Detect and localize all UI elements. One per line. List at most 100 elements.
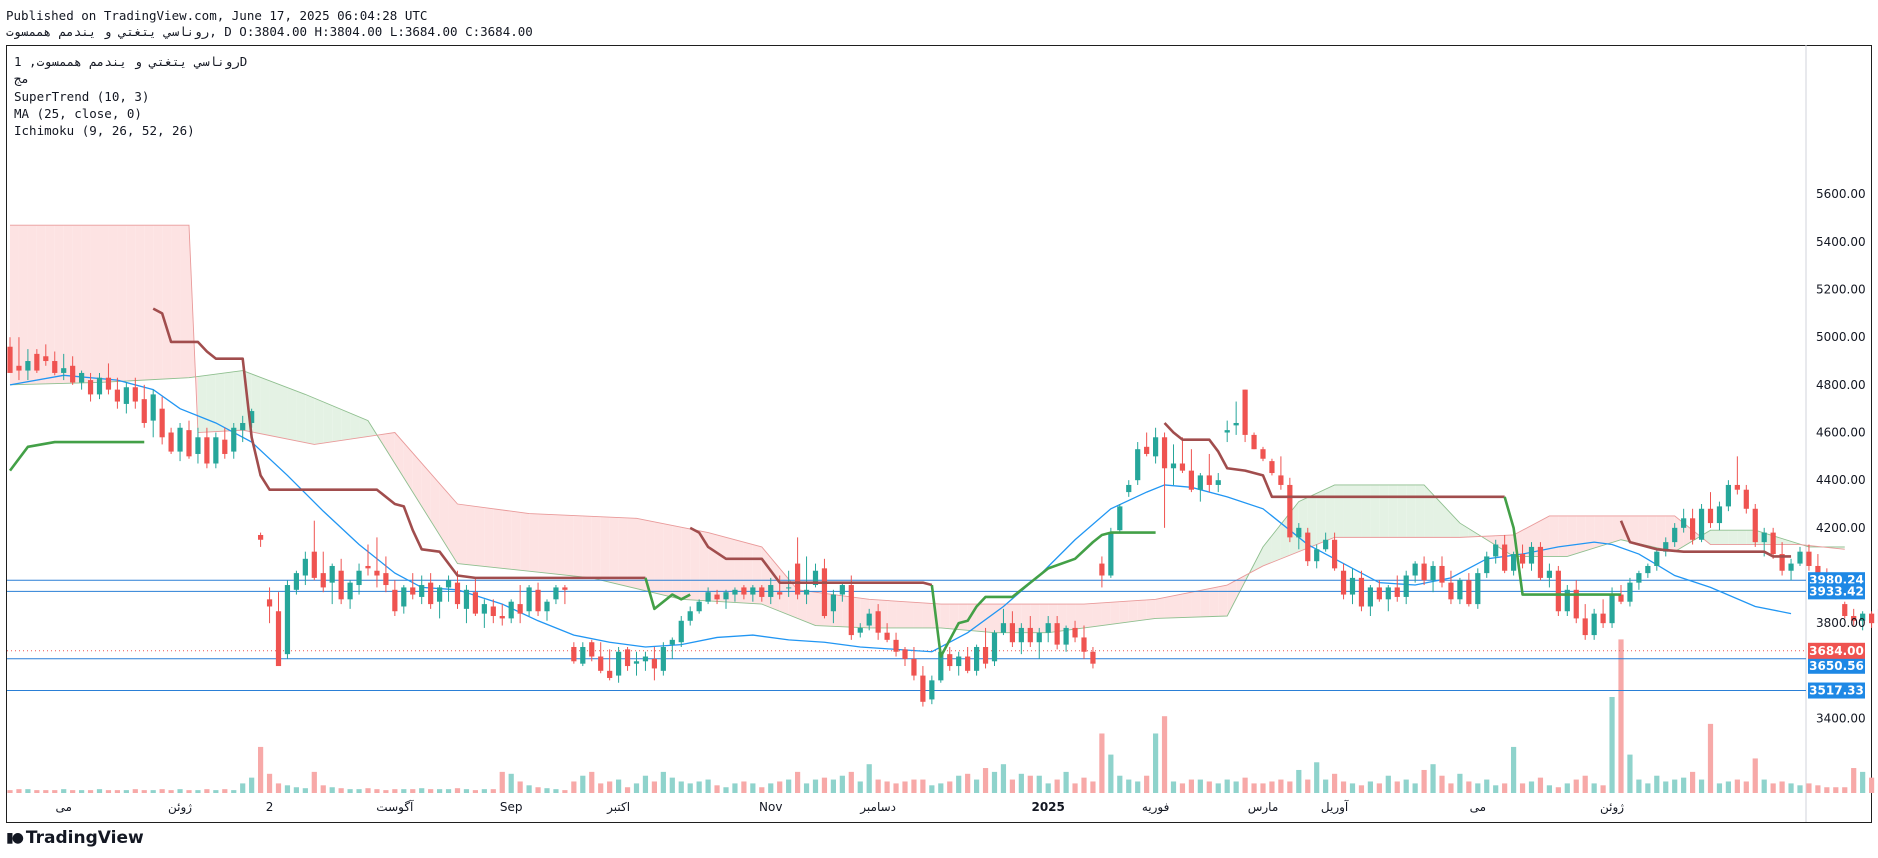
candle-body — [463, 589, 470, 609]
candles — [7, 337, 1878, 707]
candle-body — [1144, 446, 1150, 454]
price-axis[interactable]: 5600.00 5400.00 5200.00 5000.00 4800.00 4600.… — [1816, 187, 1866, 725]
candle-body — [123, 387, 129, 404]
cloud-fill — [1450, 513, 1460, 538]
candle-body — [893, 639, 899, 652]
candle-body — [1367, 587, 1373, 607]
candle-body — [1448, 582, 1454, 600]
supertrend-up-segment — [644, 577, 691, 611]
candle-body — [696, 601, 702, 612]
volume-bar — [437, 789, 443, 793]
volume-bar — [401, 789, 407, 793]
volume-bar — [526, 785, 532, 793]
cloud-fill — [54, 225, 64, 384]
volume-bar — [1242, 777, 1248, 793]
candle-body — [1707, 508, 1714, 524]
time-tick-label: می — [1470, 800, 1486, 814]
cloud-fill — [1218, 585, 1228, 617]
candle-body — [1806, 551, 1812, 566]
candle-body — [875, 611, 881, 633]
volume-bar — [1582, 775, 1588, 793]
candle-body — [821, 568, 828, 617]
candle-body — [607, 670, 613, 678]
candle-body — [920, 675, 926, 702]
volume-bar — [275, 783, 282, 793]
volume-bar — [1153, 733, 1159, 793]
candle-body — [508, 601, 514, 619]
volume-bar — [1448, 783, 1454, 793]
candle-body — [830, 594, 836, 612]
tradingview-brand[interactable]: ▮● TradingView — [6, 828, 144, 848]
volume-bar — [311, 771, 317, 793]
candle-body — [1054, 623, 1060, 645]
candle-body — [1591, 613, 1597, 636]
cloud-fill — [63, 225, 73, 384]
candle-body — [7, 346, 13, 373]
candle-body — [768, 585, 774, 597]
candle-body — [302, 558, 308, 576]
cloud-fill — [1316, 489, 1326, 545]
cloud-fill — [403, 442, 413, 493]
volume-bar — [1144, 775, 1150, 793]
volume-bar — [1860, 771, 1866, 793]
volume-bar — [365, 788, 371, 793]
legend-ichimoku[interactable]: Ichimoku (9, 26, 52, 26) — [14, 123, 195, 138]
legend-ma[interactable]: MA (25, close, 0) — [14, 106, 142, 121]
cloud-fill — [144, 225, 154, 381]
legend-symbol[interactable]: روناسي يتغتي و يندمم هممسوت, 1D — [14, 54, 248, 69]
candle-body — [1269, 461, 1275, 474]
cloud-fill — [278, 384, 288, 440]
volume-bar — [1681, 777, 1687, 793]
cloud-fill — [1155, 597, 1165, 619]
cloud-fill — [341, 409, 351, 441]
candle-body — [795, 563, 801, 595]
cloud-fill — [645, 520, 655, 593]
cloud-fill — [332, 405, 342, 442]
candle-body — [1332, 539, 1338, 569]
volume-bar — [1090, 781, 1096, 793]
volume-bar — [472, 790, 478, 793]
candle-body — [947, 654, 953, 667]
volume-bar — [1511, 746, 1517, 793]
candle-body — [1654, 551, 1660, 566]
legend-supertrend[interactable]: SuperTrend (10, 3) — [14, 89, 150, 104]
cloud-fill — [1370, 484, 1380, 538]
cloud-fill — [905, 601, 914, 628]
cloud-fill — [1254, 546, 1263, 571]
volume-bar — [687, 783, 693, 793]
cloud-fill — [547, 514, 556, 575]
candle-body — [499, 616, 505, 619]
volume-bar — [1305, 779, 1311, 793]
volume-bar — [61, 789, 67, 793]
candle-body — [1493, 544, 1499, 557]
time-axis[interactable]: می ژوئن 2 آگوست Sep اکتبر Nov دسامبر 2025 فوریه ما… — [55, 799, 1624, 815]
candle-body — [1475, 573, 1481, 605]
volume-bar — [911, 779, 917, 793]
candle-body — [1564, 589, 1570, 612]
volume-bar — [329, 787, 335, 793]
cloud-fill — [1119, 601, 1129, 624]
candle-body — [374, 570, 380, 576]
cloud-fill — [251, 373, 261, 434]
time-tick-label: اکتبر — [606, 800, 630, 815]
candle-body — [1090, 651, 1096, 664]
volume-bar — [1537, 777, 1544, 793]
chart-frame[interactable] — [6, 45, 1872, 823]
candle-body — [1636, 573, 1642, 583]
volume-bar — [1081, 777, 1087, 793]
legend-exchange: مج — [14, 71, 30, 86]
volume-bar — [1161, 716, 1168, 793]
price-tag-label: 3517.33 — [1809, 684, 1864, 698]
cloud-fill — [197, 375, 207, 433]
volume-bar — [499, 771, 505, 793]
volume-bar — [1385, 775, 1391, 793]
candle-body — [204, 437, 210, 464]
candle-body — [857, 627, 863, 633]
cloud-fill — [1477, 534, 1487, 540]
price-tick-label: 4200.00 — [1816, 521, 1866, 535]
candle-body — [1618, 594, 1624, 602]
candle-body — [419, 585, 425, 597]
candle-body — [1546, 570, 1552, 578]
candle-body — [25, 361, 31, 371]
